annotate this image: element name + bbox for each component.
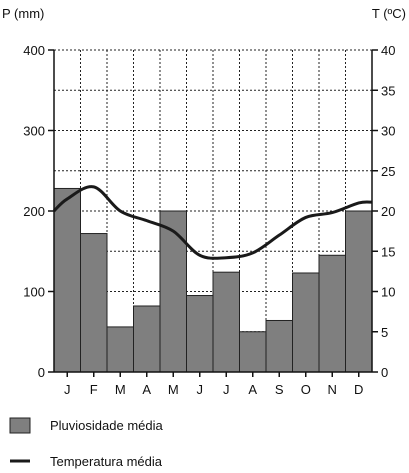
rainfall-bar [80, 233, 108, 373]
rainfall-bar [239, 331, 267, 373]
legend: Pluviosidade média Temperatura média [9, 417, 164, 469]
month-label: A [142, 382, 151, 397]
right-tick-label: 0 [381, 365, 388, 380]
month-label: D [354, 382, 363, 397]
rainfall-bar [345, 210, 373, 373]
right-tick-label: 40 [381, 43, 395, 58]
right-tick-label: 10 [381, 285, 395, 300]
right-tick-label: 35 [381, 83, 395, 98]
temperature-line [52, 185, 373, 260]
right-tick-label: 25 [381, 164, 395, 179]
month-label: A [248, 382, 257, 397]
rainfall-bar [133, 305, 161, 373]
rainfall-bar [159, 210, 187, 373]
rainfall-bar [106, 326, 134, 373]
legend-line-label: Temperatura média [50, 454, 163, 469]
left-tick-label: 200 [23, 204, 45, 219]
month-label: J [223, 382, 230, 397]
rainfall-bar [318, 254, 346, 373]
left-axis-title: P (mm) [2, 6, 44, 21]
rainfall-bar [186, 295, 214, 373]
left-tick-label: 400 [23, 43, 45, 58]
legend-bar-label: Pluviosidade média [50, 418, 164, 433]
right-tick-label: 5 [381, 325, 388, 340]
left-tick-label: 300 [23, 124, 45, 139]
temperature-curve [52, 185, 373, 260]
left-tick-label: 0 [38, 365, 45, 380]
month-label: J [64, 382, 71, 397]
month-label: M [115, 382, 126, 397]
month-label: N [328, 382, 337, 397]
month-label: M [168, 382, 179, 397]
month-label: S [275, 382, 284, 397]
legend-bar-swatch [9, 417, 31, 434]
rainfall-bar [212, 271, 240, 373]
month-label: O [301, 382, 311, 397]
right-tick-label: 15 [381, 244, 395, 259]
right-tick-label: 20 [381, 204, 395, 219]
month-label: J [197, 382, 204, 397]
tick-labels: 0 100 200 300 400 0 5 10 15 20 25 30 35 40 J F M A M J J A S O N… [23, 43, 395, 397]
rainfall-bars [53, 187, 373, 373]
left-tick-label: 100 [23, 285, 45, 300]
rainfall-bar [292, 272, 320, 373]
right-tick-label: 30 [381, 124, 395, 139]
rainfall-bar [265, 319, 293, 373]
axes [48, 49, 378, 377]
right-axis-title: T (ºC) [372, 6, 406, 21]
month-label: F [90, 382, 98, 397]
rainfall-bar [53, 187, 81, 373]
